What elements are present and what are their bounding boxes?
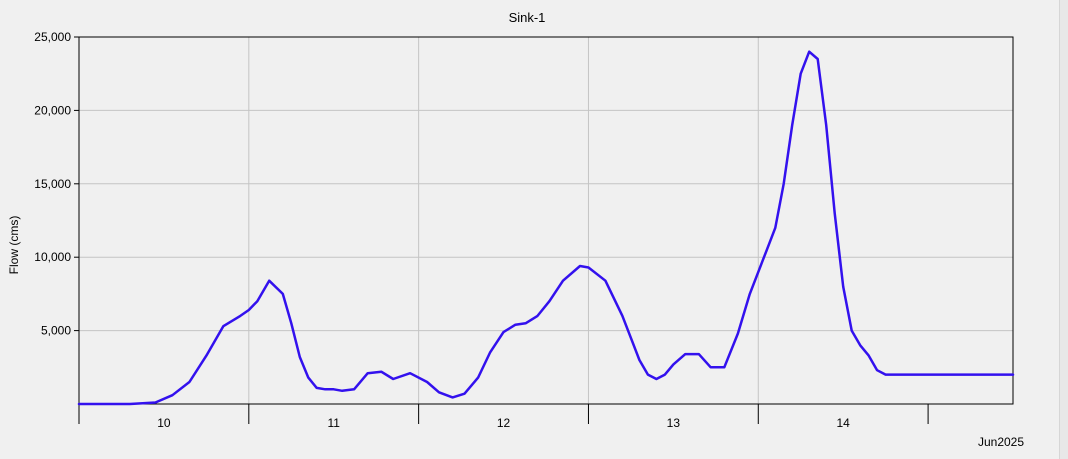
grid xyxy=(78,36,1013,404)
y-axis: 5,000 10,000 15,000 20,000 25,000 xyxy=(34,30,79,338)
y-tick-label: 25,000 xyxy=(34,30,71,44)
x-tick-label: 13 xyxy=(667,416,681,430)
y-axis-label: Flow (cms) xyxy=(7,216,21,275)
flow-series-line xyxy=(77,50,1015,406)
x-tick-label: 11 xyxy=(327,416,340,430)
y-tick-label: 5,000 xyxy=(41,324,71,338)
x-tick-label: 12 xyxy=(497,416,511,430)
x-tick-label: 10 xyxy=(157,416,171,430)
period-label: Jun2025 xyxy=(978,435,1024,449)
x-axis: 10 11 12 13 14 xyxy=(78,404,929,430)
y-tick-label: 10,000 xyxy=(34,250,71,264)
x-tick-label: 14 xyxy=(837,416,851,430)
y-tick-label: 15,000 xyxy=(34,177,71,191)
window-edge xyxy=(1059,0,1068,459)
plot-frame xyxy=(78,36,1014,405)
chart-title: Sink-1 xyxy=(509,10,546,25)
y-tick-label: 20,000 xyxy=(34,103,71,117)
